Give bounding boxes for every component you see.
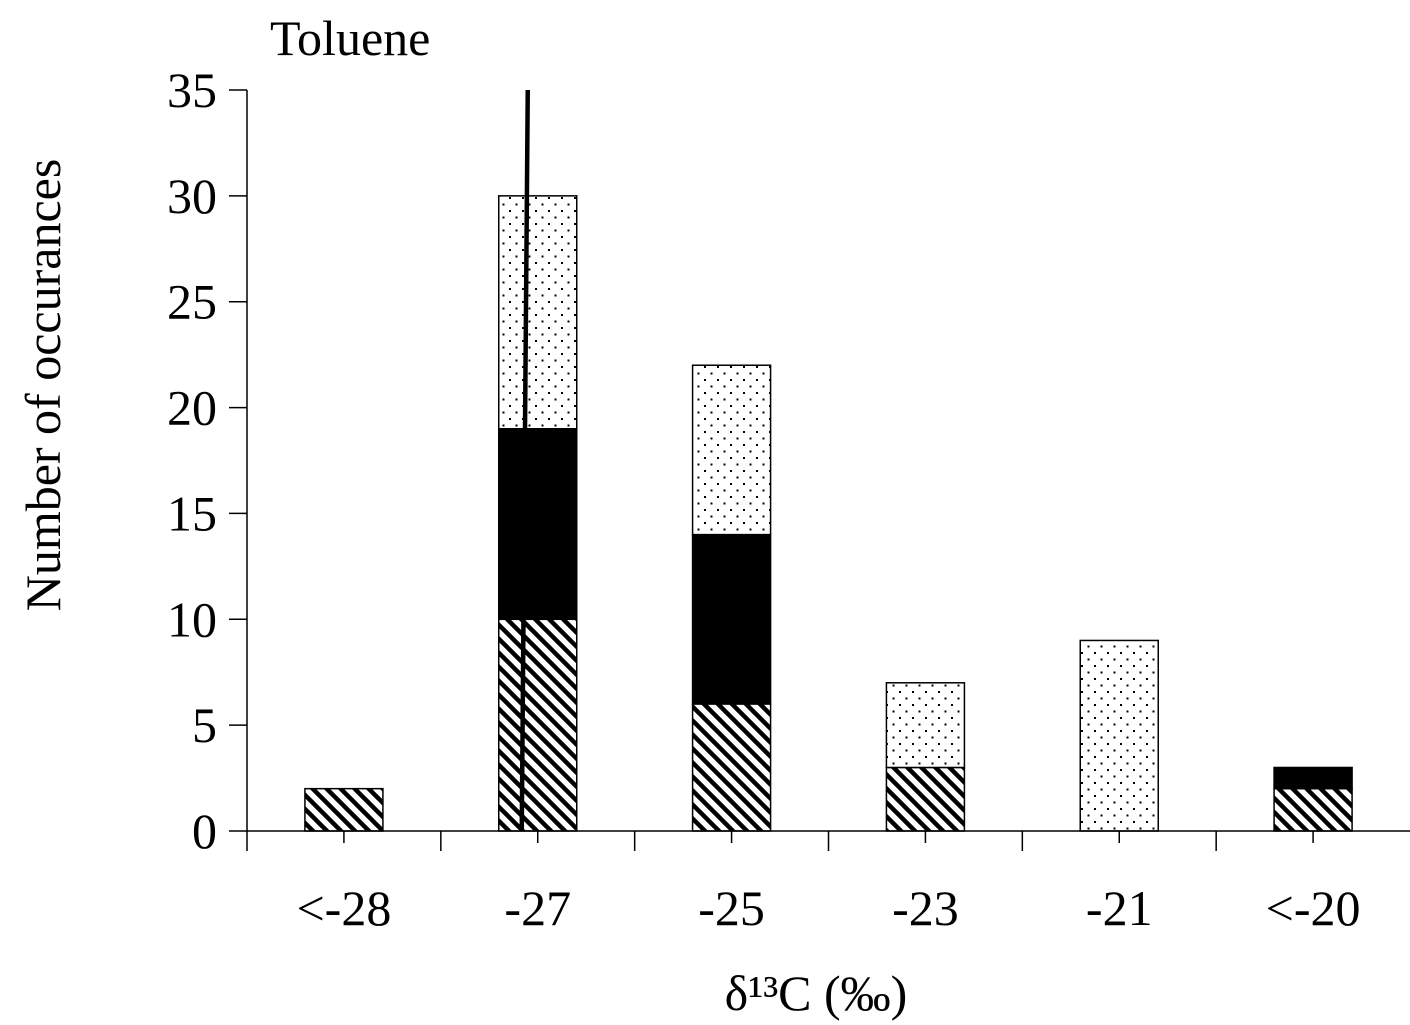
bar-dotted-4 xyxy=(1080,640,1158,831)
x-tick-label-5: <-20 xyxy=(1266,880,1361,936)
y-tick-label-30: 30 xyxy=(167,168,217,224)
bar-diagonal-hatch-1 xyxy=(499,619,577,831)
x-tick-label-4: -21 xyxy=(1086,880,1153,936)
bar-diagonal-hatch-0 xyxy=(305,789,383,831)
bar-solid-black-1 xyxy=(499,429,577,620)
bar-diagonal-hatch-3 xyxy=(886,767,964,831)
bar-dotted-1 xyxy=(499,196,577,429)
chart-title: Toluene xyxy=(270,10,430,66)
y-tick-label-15: 15 xyxy=(167,485,217,541)
bar-solid-black-2 xyxy=(693,535,771,704)
bar-diagonal-hatch-5 xyxy=(1274,789,1352,831)
y-tick-label-25: 25 xyxy=(167,274,217,330)
y-tick-label-5: 5 xyxy=(192,697,217,753)
y-tick-label-35: 35 xyxy=(167,62,217,118)
x-axis-label: δ¹³C (‰) xyxy=(725,965,908,1021)
x-tick-label-3: -23 xyxy=(892,880,959,936)
y-tick-label-20: 20 xyxy=(167,380,217,436)
y-axis-label: Number of occurances xyxy=(15,159,71,612)
bar-dotted-2 xyxy=(693,365,771,534)
bars-layer xyxy=(305,196,1352,831)
y-tick-label-10: 10 xyxy=(167,591,217,647)
bar-dotted-3 xyxy=(886,683,964,768)
bar-solid-black-5 xyxy=(1274,767,1352,788)
x-tick-label-1: -27 xyxy=(504,880,571,936)
bar-diagonal-hatch-2 xyxy=(693,704,771,831)
x-tick-label-0: <-28 xyxy=(296,880,391,936)
x-tick-label-2: -25 xyxy=(698,880,765,936)
y-tick-label-0: 0 xyxy=(192,803,217,859)
